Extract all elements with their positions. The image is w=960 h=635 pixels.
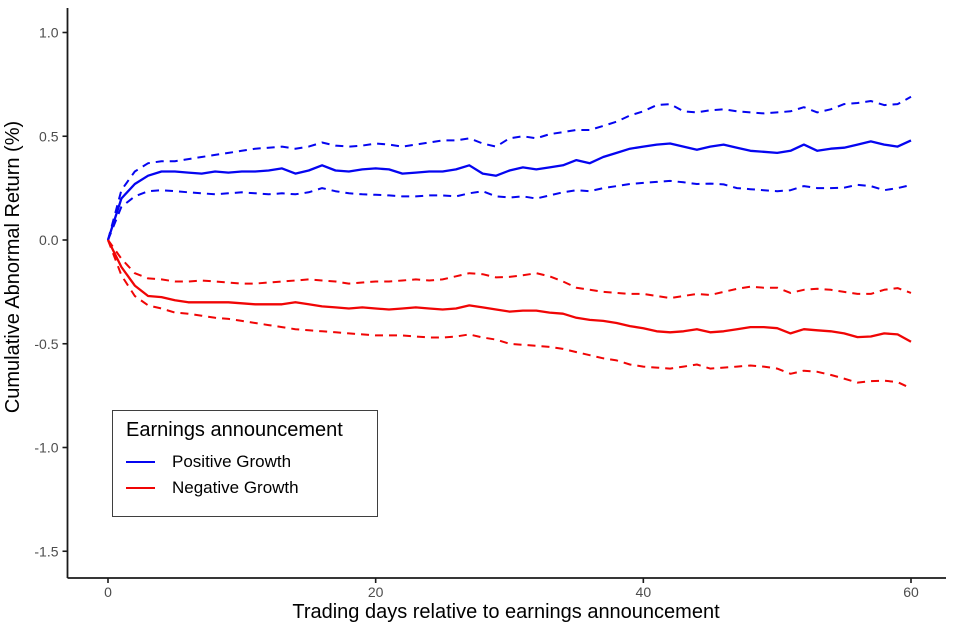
y-tick-label: -1.5	[34, 543, 58, 559]
series-lines	[106, 95, 912, 390]
y-tick-label: -0.5	[34, 336, 58, 352]
positive-ci-line	[107, 95, 912, 241]
negative-mean-line	[106, 239, 912, 343]
negative-ci-line	[107, 239, 912, 390]
positive-growth-line-swatch	[126, 461, 155, 463]
y-tick-label: -1.0	[34, 440, 58, 456]
positive-ci-line	[107, 179, 912, 241]
legend-item-positive-growth: Positive Growth	[126, 449, 377, 475]
legend-title: Earnings announcement	[126, 419, 343, 441]
legend-label-positive-growth: Positive Growth	[172, 452, 292, 471]
axes: 0 20 40 60 1.0 0.5 0.0 -0.5 -1.0 -1.5	[34, 8, 946, 600]
y-axis-title: Cumulative Abnormal Return (%)	[2, 121, 24, 413]
y-tick-label: 0.5	[39, 128, 59, 144]
x-axis-title: Trading days relative to earnings announ…	[292, 601, 720, 623]
negative-ci-line	[107, 239, 912, 300]
x-tick-label: 0	[104, 584, 112, 600]
y-tick-label: 1.0	[39, 25, 59, 41]
y-tick-label: 0.0	[39, 232, 59, 248]
x-tick-label: 40	[636, 584, 652, 600]
positive-mean-line	[106, 139, 912, 241]
legend: Earnings announcement Positive Growth Ne…	[112, 410, 378, 517]
x-tick-label: 60	[903, 584, 919, 600]
legend-item-negative-growth: Negative Growth	[126, 475, 377, 501]
x-tick-label: 20	[368, 584, 384, 600]
negative-growth-line-swatch	[126, 487, 155, 489]
legend-label-negative-growth: Negative Growth	[172, 478, 299, 497]
